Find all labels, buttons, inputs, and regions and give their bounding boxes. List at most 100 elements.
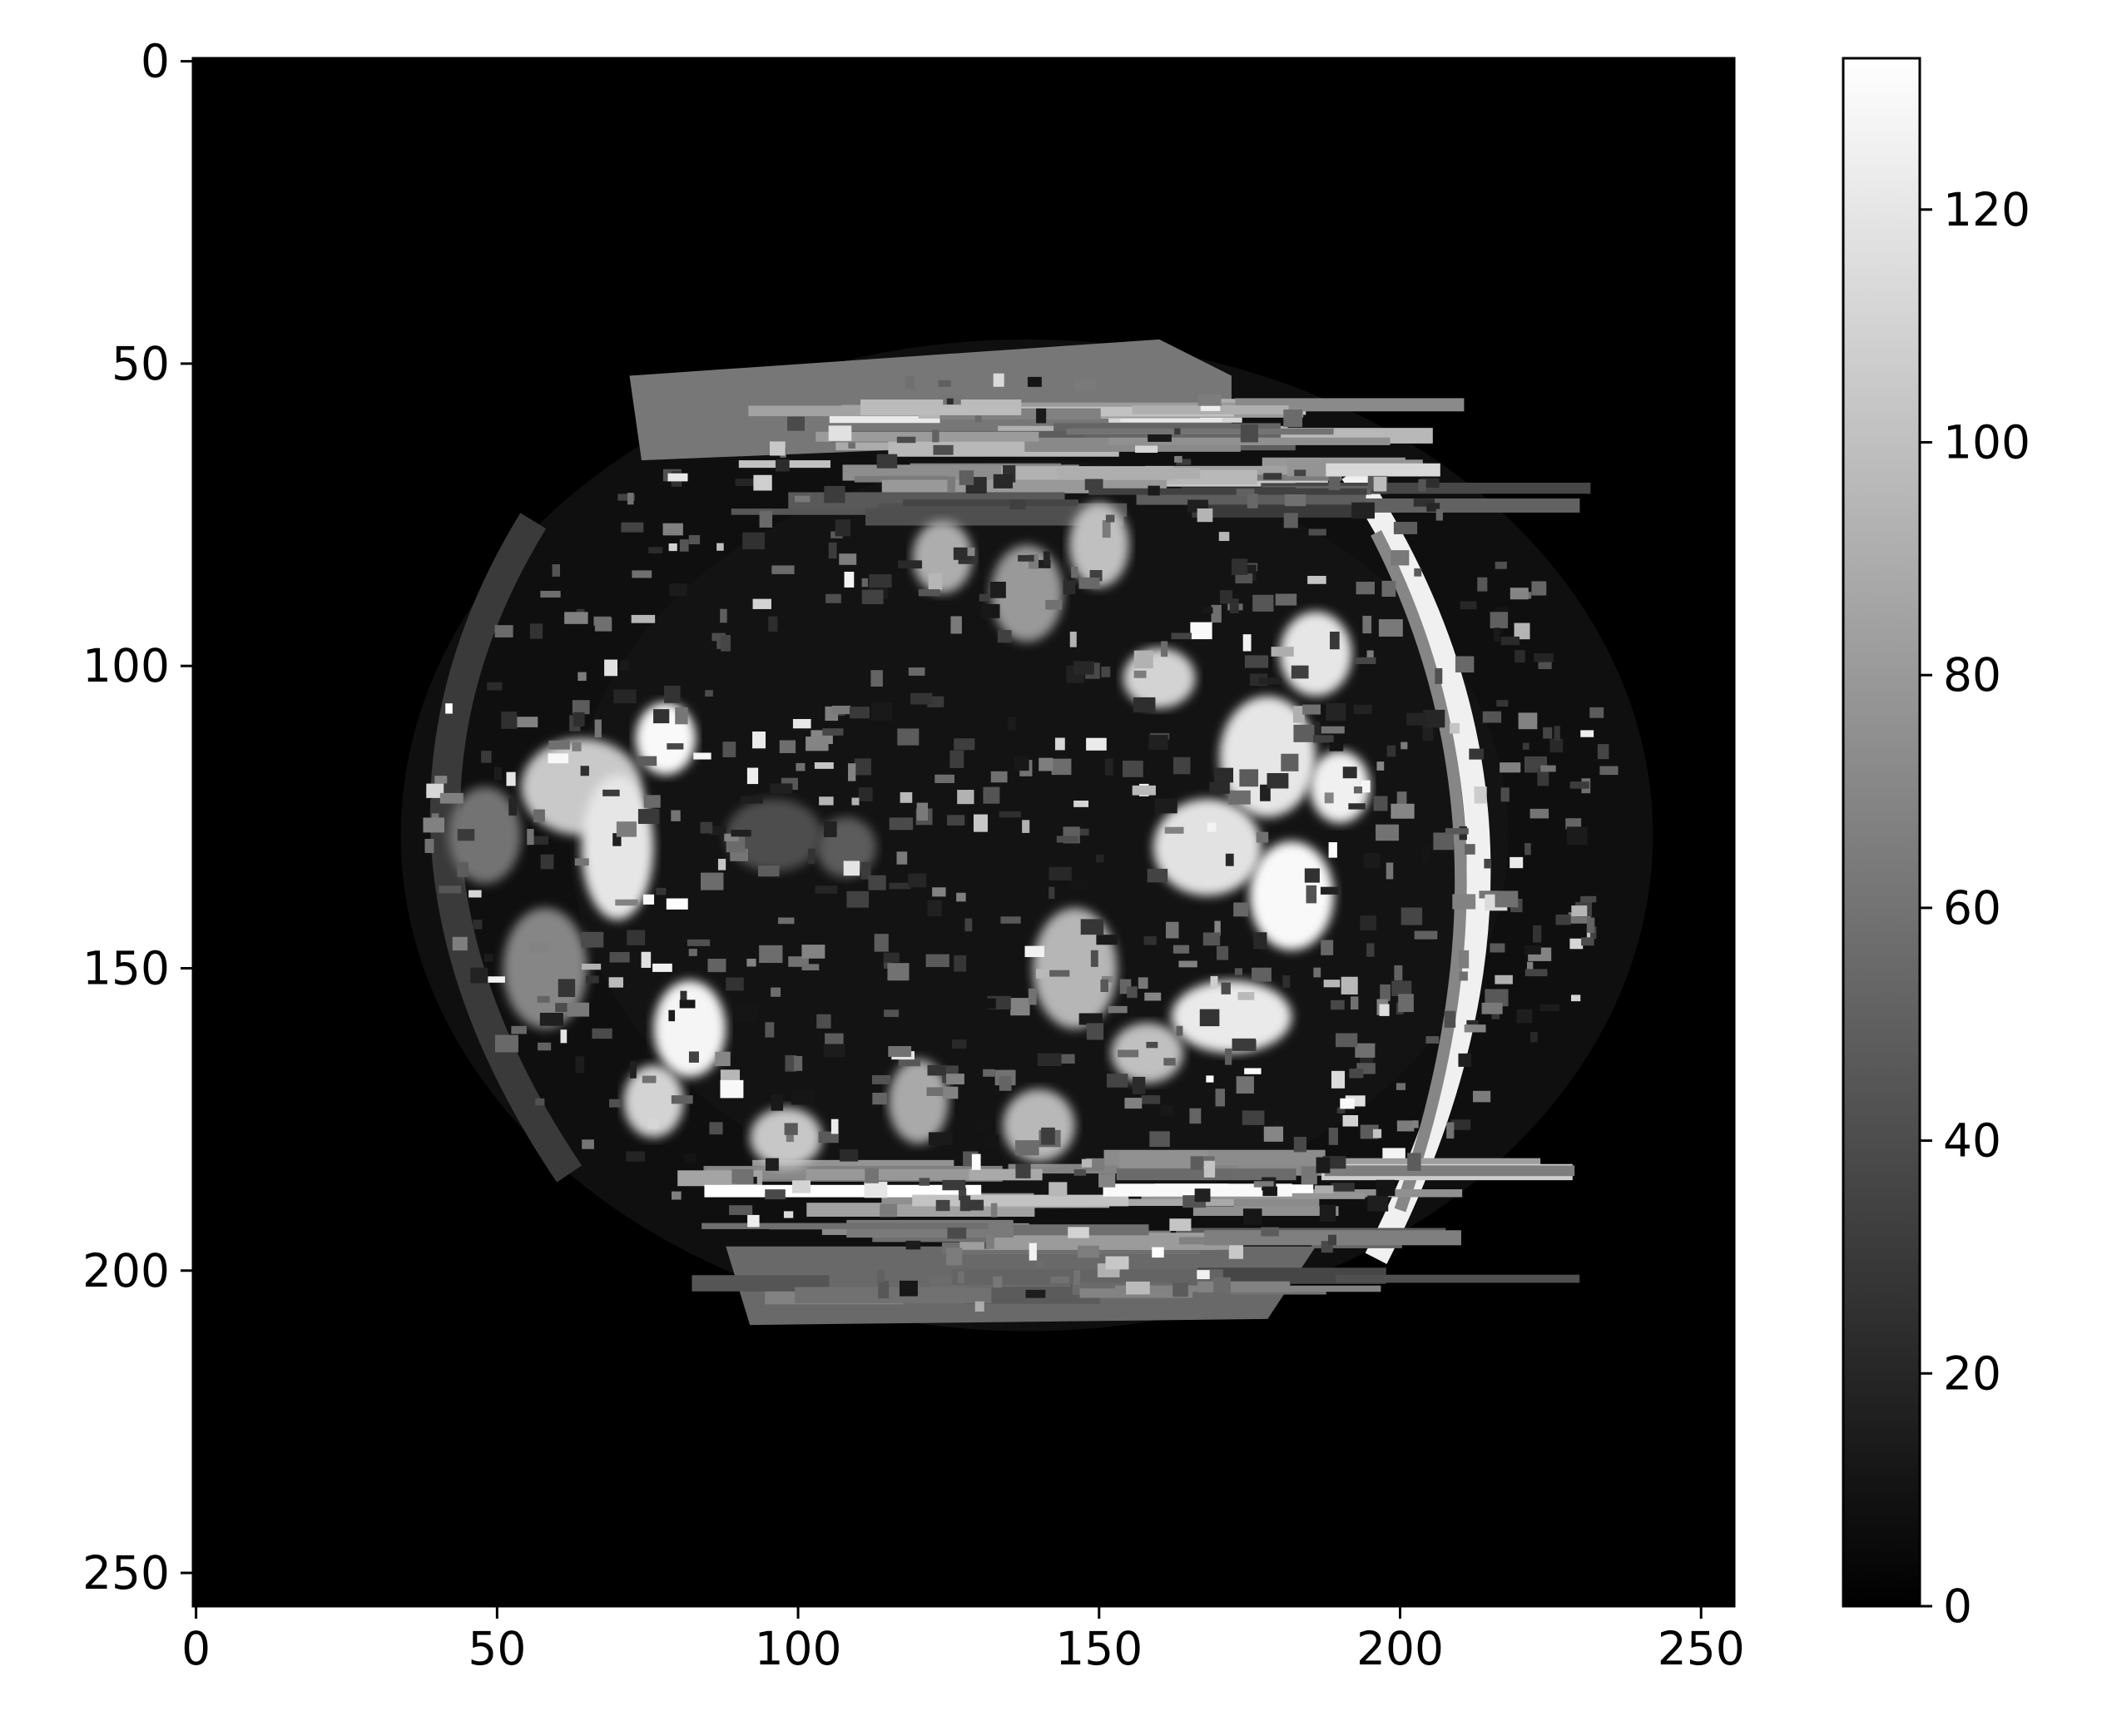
texture-speckle: [1224, 1048, 1232, 1065]
texture-speckle: [715, 1051, 731, 1067]
texture-speckle: [905, 376, 915, 389]
texture-speckle: [1433, 832, 1454, 851]
texture-speckle: [1236, 489, 1255, 497]
texture-speckle: [1293, 1137, 1306, 1153]
texture-speckle: [632, 570, 652, 578]
texture-speckle: [839, 553, 857, 565]
texture-speckle: [1423, 709, 1445, 728]
texture-speckle: [791, 1180, 811, 1193]
texture-speckle: [935, 1199, 950, 1212]
texture-speckle: [1242, 1208, 1262, 1225]
texture-speckle: [1049, 886, 1055, 900]
y-tick-label: 250: [82, 1546, 170, 1600]
texture-speckle: [823, 821, 837, 838]
texture-speckle: [693, 752, 711, 760]
texture-speckle: [1214, 767, 1234, 783]
colorbar-tick-label: 100: [1943, 416, 2030, 469]
texture-speckle: [423, 817, 444, 833]
x-tick-label: 50: [468, 1622, 526, 1675]
texture-speckle: [1376, 761, 1385, 771]
texture-speckle: [889, 817, 914, 831]
texture-speckle: [844, 572, 855, 588]
texture-speckle: [675, 707, 688, 725]
texture-speckle: [1041, 1127, 1055, 1145]
texture-band: [1331, 498, 1580, 513]
fishbowl-image: [400, 339, 1653, 1332]
texture-speckle: [983, 1069, 995, 1077]
texture-speckle: [515, 717, 538, 727]
texture-speckle: [964, 918, 973, 932]
texture-band: [989, 1235, 1229, 1250]
highlight-patch: [503, 907, 587, 1029]
texture-band: [816, 431, 1039, 442]
texture-speckle: [925, 954, 949, 968]
texture-speckle: [765, 1158, 779, 1171]
texture-speckle: [445, 703, 453, 714]
texture-speckle: [947, 476, 956, 493]
texture-speckle: [1015, 1163, 1031, 1178]
texture-speckle: [1473, 1090, 1491, 1103]
texture-speckle: [1086, 1023, 1104, 1040]
texture-speckle: [581, 963, 602, 970]
texture-band: [1065, 1198, 1263, 1207]
texture-speckle: [1207, 822, 1217, 832]
texture-speckle: [908, 873, 927, 888]
highlight-patch: [990, 544, 1063, 642]
texture-speckle: [989, 581, 1006, 598]
texture-speckle: [1360, 915, 1376, 930]
texture-speckle: [511, 1025, 527, 1034]
texture-speckle: [758, 866, 780, 877]
texture-speckle: [1355, 1043, 1376, 1058]
texture-speckle: [765, 1189, 786, 1200]
texture-speckle: [1321, 726, 1345, 734]
x-tick-label: 100: [755, 1622, 842, 1675]
texture-speckle: [849, 707, 870, 719]
texture-speckle: [1256, 831, 1269, 843]
texture-speckle: [1161, 641, 1168, 657]
texture-speckle: [822, 728, 844, 736]
texture-speckle: [1147, 868, 1168, 883]
texture-speckle: [1247, 494, 1258, 508]
highlight-patch: [1153, 799, 1262, 896]
texture-speckle: [1450, 1119, 1471, 1130]
texture-speckle: [1154, 798, 1177, 814]
texture-speckle: [1260, 784, 1271, 801]
texture-speckle: [1174, 455, 1182, 463]
texture-speckle: [1281, 753, 1299, 771]
texture-speckle: [1446, 1122, 1455, 1139]
texture-speckle: [770, 783, 793, 794]
texture-speckle: [1036, 408, 1047, 424]
texture-speckle: [898, 1058, 921, 1067]
texture-speckle: [742, 532, 765, 550]
texture-speckle: [641, 951, 652, 968]
texture-speckle: [868, 875, 886, 890]
texture-speckle: [865, 1168, 879, 1183]
texture-speckle: [1465, 844, 1475, 855]
texture-speckle: [1394, 965, 1403, 981]
texture-speckle: [1323, 980, 1341, 988]
texture-speckle: [1312, 735, 1334, 743]
texture-speckle: [439, 792, 464, 804]
texture-speckle: [1054, 737, 1065, 751]
texture-speckle: [1314, 1185, 1334, 1193]
texture-speckle: [1570, 994, 1581, 1002]
texture-speckle: [1172, 945, 1190, 954]
texture-speckle: [1391, 980, 1412, 997]
texture-speckle: [1532, 925, 1542, 943]
texture-speckle: [664, 685, 681, 703]
texture-speckle: [746, 767, 759, 785]
texture-speckle: [582, 1139, 594, 1149]
texture-speckle: [1376, 640, 1400, 651]
texture-speckle: [1342, 1115, 1359, 1127]
texture-speckle: [1070, 880, 1088, 891]
texture-speckle: [1236, 1076, 1254, 1094]
texture-speckle: [1307, 575, 1326, 584]
texture-speckle: [1524, 969, 1548, 977]
texture-speckle: [1500, 787, 1510, 802]
texture-speckle: [1445, 828, 1469, 835]
texture-speckle: [1141, 1095, 1161, 1104]
texture-speckle: [653, 709, 670, 724]
texture-speckle: [1376, 1179, 1396, 1196]
texture-speckle: [1549, 738, 1564, 753]
texture-band: [795, 1287, 992, 1303]
